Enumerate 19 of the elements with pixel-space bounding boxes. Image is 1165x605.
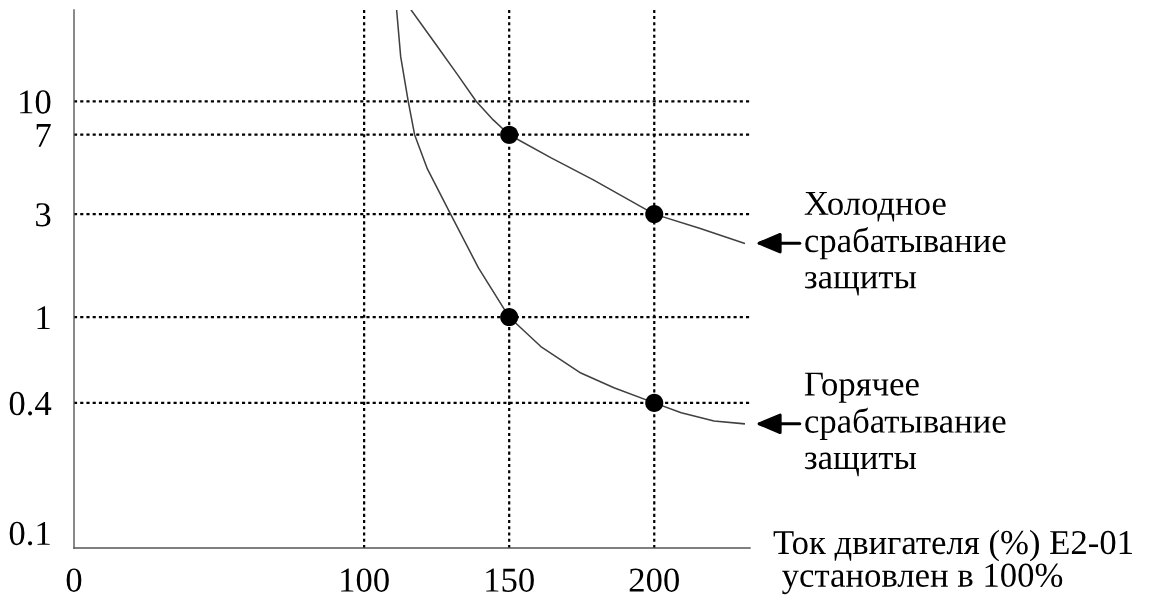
x-axis-title: Ток двигателя (%) E2-01 установлен в 100% (773, 529, 1132, 595)
x-tick-label: 0 (66, 568, 82, 592)
point (645, 393, 664, 412)
annotation: Холодное срабатывание защиты (804, 192, 1006, 296)
point (500, 307, 519, 327)
y-tick-label: 7 (36, 124, 51, 147)
line-series (395, 10, 745, 425)
x-tick-label: 200 (629, 568, 679, 592)
x-tick-label: 150 (486, 568, 534, 592)
y-tick-label: 0.1 (9, 521, 50, 546)
annotation: Горячее срабатывание защиты (804, 372, 1006, 477)
point (645, 205, 664, 224)
y-tick-label: 0.4 (9, 391, 52, 416)
point (500, 125, 519, 144)
y-tick-label: 10 (20, 90, 51, 114)
x-tick-label: 100 (341, 568, 389, 592)
line-series (410, 10, 745, 244)
y-tick-label: 3 (36, 203, 51, 227)
y-tick-label: 1 (37, 306, 50, 330)
